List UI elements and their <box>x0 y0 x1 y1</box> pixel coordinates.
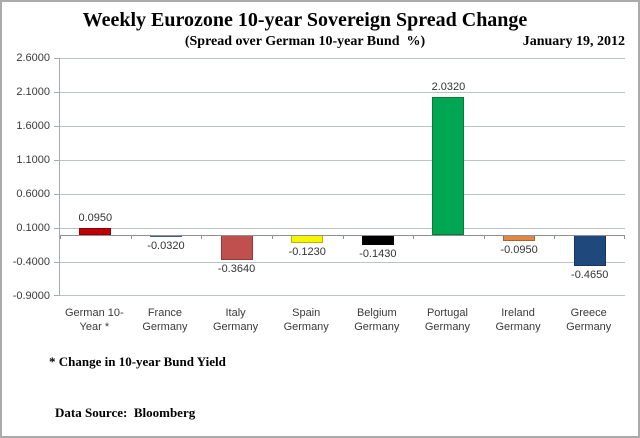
y-tick-label: 0.1000 <box>16 222 50 234</box>
y-tick-mark <box>54 160 59 161</box>
x-label-line: German 10- <box>64 307 124 319</box>
x-label-line: Germany <box>495 321 541 333</box>
x-label-line: Belgium <box>356 307 397 319</box>
x-label-greece-germany: Greece Germany <box>553 306 624 334</box>
category-boundary-tick <box>624 234 625 239</box>
x-label-line: Germany <box>283 321 329 333</box>
bar-belgium-germany <box>361 234 394 245</box>
y-tick-label: 0.6000 <box>16 188 50 200</box>
y-tick-mark <box>54 91 59 93</box>
y-tick-mark <box>54 262 59 263</box>
x-label-line: Italy <box>225 307 246 319</box>
y-tick-label: 1.6000 <box>16 120 50 132</box>
y-tick-mark <box>54 58 59 59</box>
x-label-line: France <box>147 307 183 319</box>
y-tick-mark <box>54 193 59 195</box>
gridline--0.9000 <box>60 295 625 296</box>
value-label-spain-germany: -0.1230 <box>288 246 326 259</box>
x-label-line: Germany <box>566 321 612 333</box>
chart-date: January 19, 2012 <box>522 34 625 49</box>
x-label-spain-germany: Spain Germany <box>271 306 342 334</box>
value-label-ireland-germany: -0.0950 <box>500 244 538 257</box>
x-label-line: Germany <box>354 321 400 333</box>
x-label-line: Germany <box>142 321 188 333</box>
data-source-note: Data Source: Bloomberg <box>55 405 196 420</box>
value-label-belgium-germany: -0.1430 <box>359 247 397 260</box>
gridline-2.6000 <box>60 58 625 59</box>
bund-yield-footnote: * Change in 10-year Bund Yield <box>49 354 226 369</box>
x-label-line: Spain <box>292 307 321 319</box>
y-tick-mark <box>54 295 59 296</box>
value-label-greece-germany: -0.4650 <box>571 269 609 282</box>
category-boundary-tick <box>130 234 132 239</box>
x-label-line: Germany <box>424 321 471 333</box>
category-boundary-tick <box>483 234 485 239</box>
x-label-line: Portugal <box>426 307 468 319</box>
bar-italy-germany <box>220 234 253 260</box>
value-label-german-10-year: 0.0950 <box>78 212 113 225</box>
y-axis: 2.6000 2.1000 1.6000 1.1000 0.6000 0.1000 -0.4… <box>2 52 59 302</box>
category-boundary-tick <box>342 234 344 239</box>
x-label-line: Year * <box>79 321 110 333</box>
gridline-1.1000 <box>60 160 625 161</box>
x-axis-labels: German 10- Year * France Germany Italy German… <box>59 306 624 334</box>
category-boundary-tick <box>554 234 556 239</box>
y-tick-label: 1.1000 <box>16 154 50 166</box>
x-label-line: Ireland <box>501 307 535 319</box>
value-label-france-germany: -0.0320 <box>147 239 185 252</box>
bar-spain-germany <box>291 234 324 244</box>
gridline-1.6000 <box>60 125 625 127</box>
category-boundary-tick <box>60 234 61 239</box>
gridline-2.1000 <box>60 91 625 93</box>
value-label-portugal-germany: 2.0320 <box>431 80 466 93</box>
bar-german-10-year <box>79 228 112 235</box>
chart-subtitle: (Spread over German 10-year Bund %) <box>184 34 426 49</box>
y-tick-label: -0.9000 <box>12 290 50 302</box>
gridline-0.1000 <box>60 228 625 229</box>
x-label-france-germany: France Germany <box>130 306 201 334</box>
x-label-italy-germany: Italy Germany <box>200 306 271 334</box>
x-label-belgium-germany: Belgium Germany <box>342 306 413 334</box>
chart-title: Weekly Eurozone 10-year Sovereign Spread… <box>82 9 528 31</box>
plot-area: 0.0950 -0.0320 -0.3640 -0.1230 -0.1430 2.0320… <box>59 58 625 296</box>
x-label-ireland-germany: Ireland Germany <box>483 306 554 334</box>
x-label-german-10-year: German 10- Year * <box>59 306 130 334</box>
y-tick-mark <box>54 125 59 127</box>
bar-portugal-germany <box>432 96 465 235</box>
value-label-italy-germany: -0.3640 <box>217 262 256 275</box>
y-tick-label: 2.6000 <box>16 52 50 64</box>
y-tick-label: -0.4000 <box>12 256 50 268</box>
category-boundary-tick <box>271 234 273 239</box>
category-boundary-tick <box>413 234 415 239</box>
bar-greece-germany <box>573 234 606 267</box>
x-label-portugal-germany: Portugal Germany <box>412 306 483 334</box>
category-boundary-tick <box>201 234 203 239</box>
y-tick-label: 2.1000 <box>16 86 50 98</box>
x-label-line: Greece <box>570 307 607 319</box>
y-tick-mark <box>54 228 59 229</box>
gridline-0.6000 <box>60 193 625 195</box>
x-label-line: Germany <box>212 321 259 333</box>
gridline--0.4000 <box>60 262 625 263</box>
